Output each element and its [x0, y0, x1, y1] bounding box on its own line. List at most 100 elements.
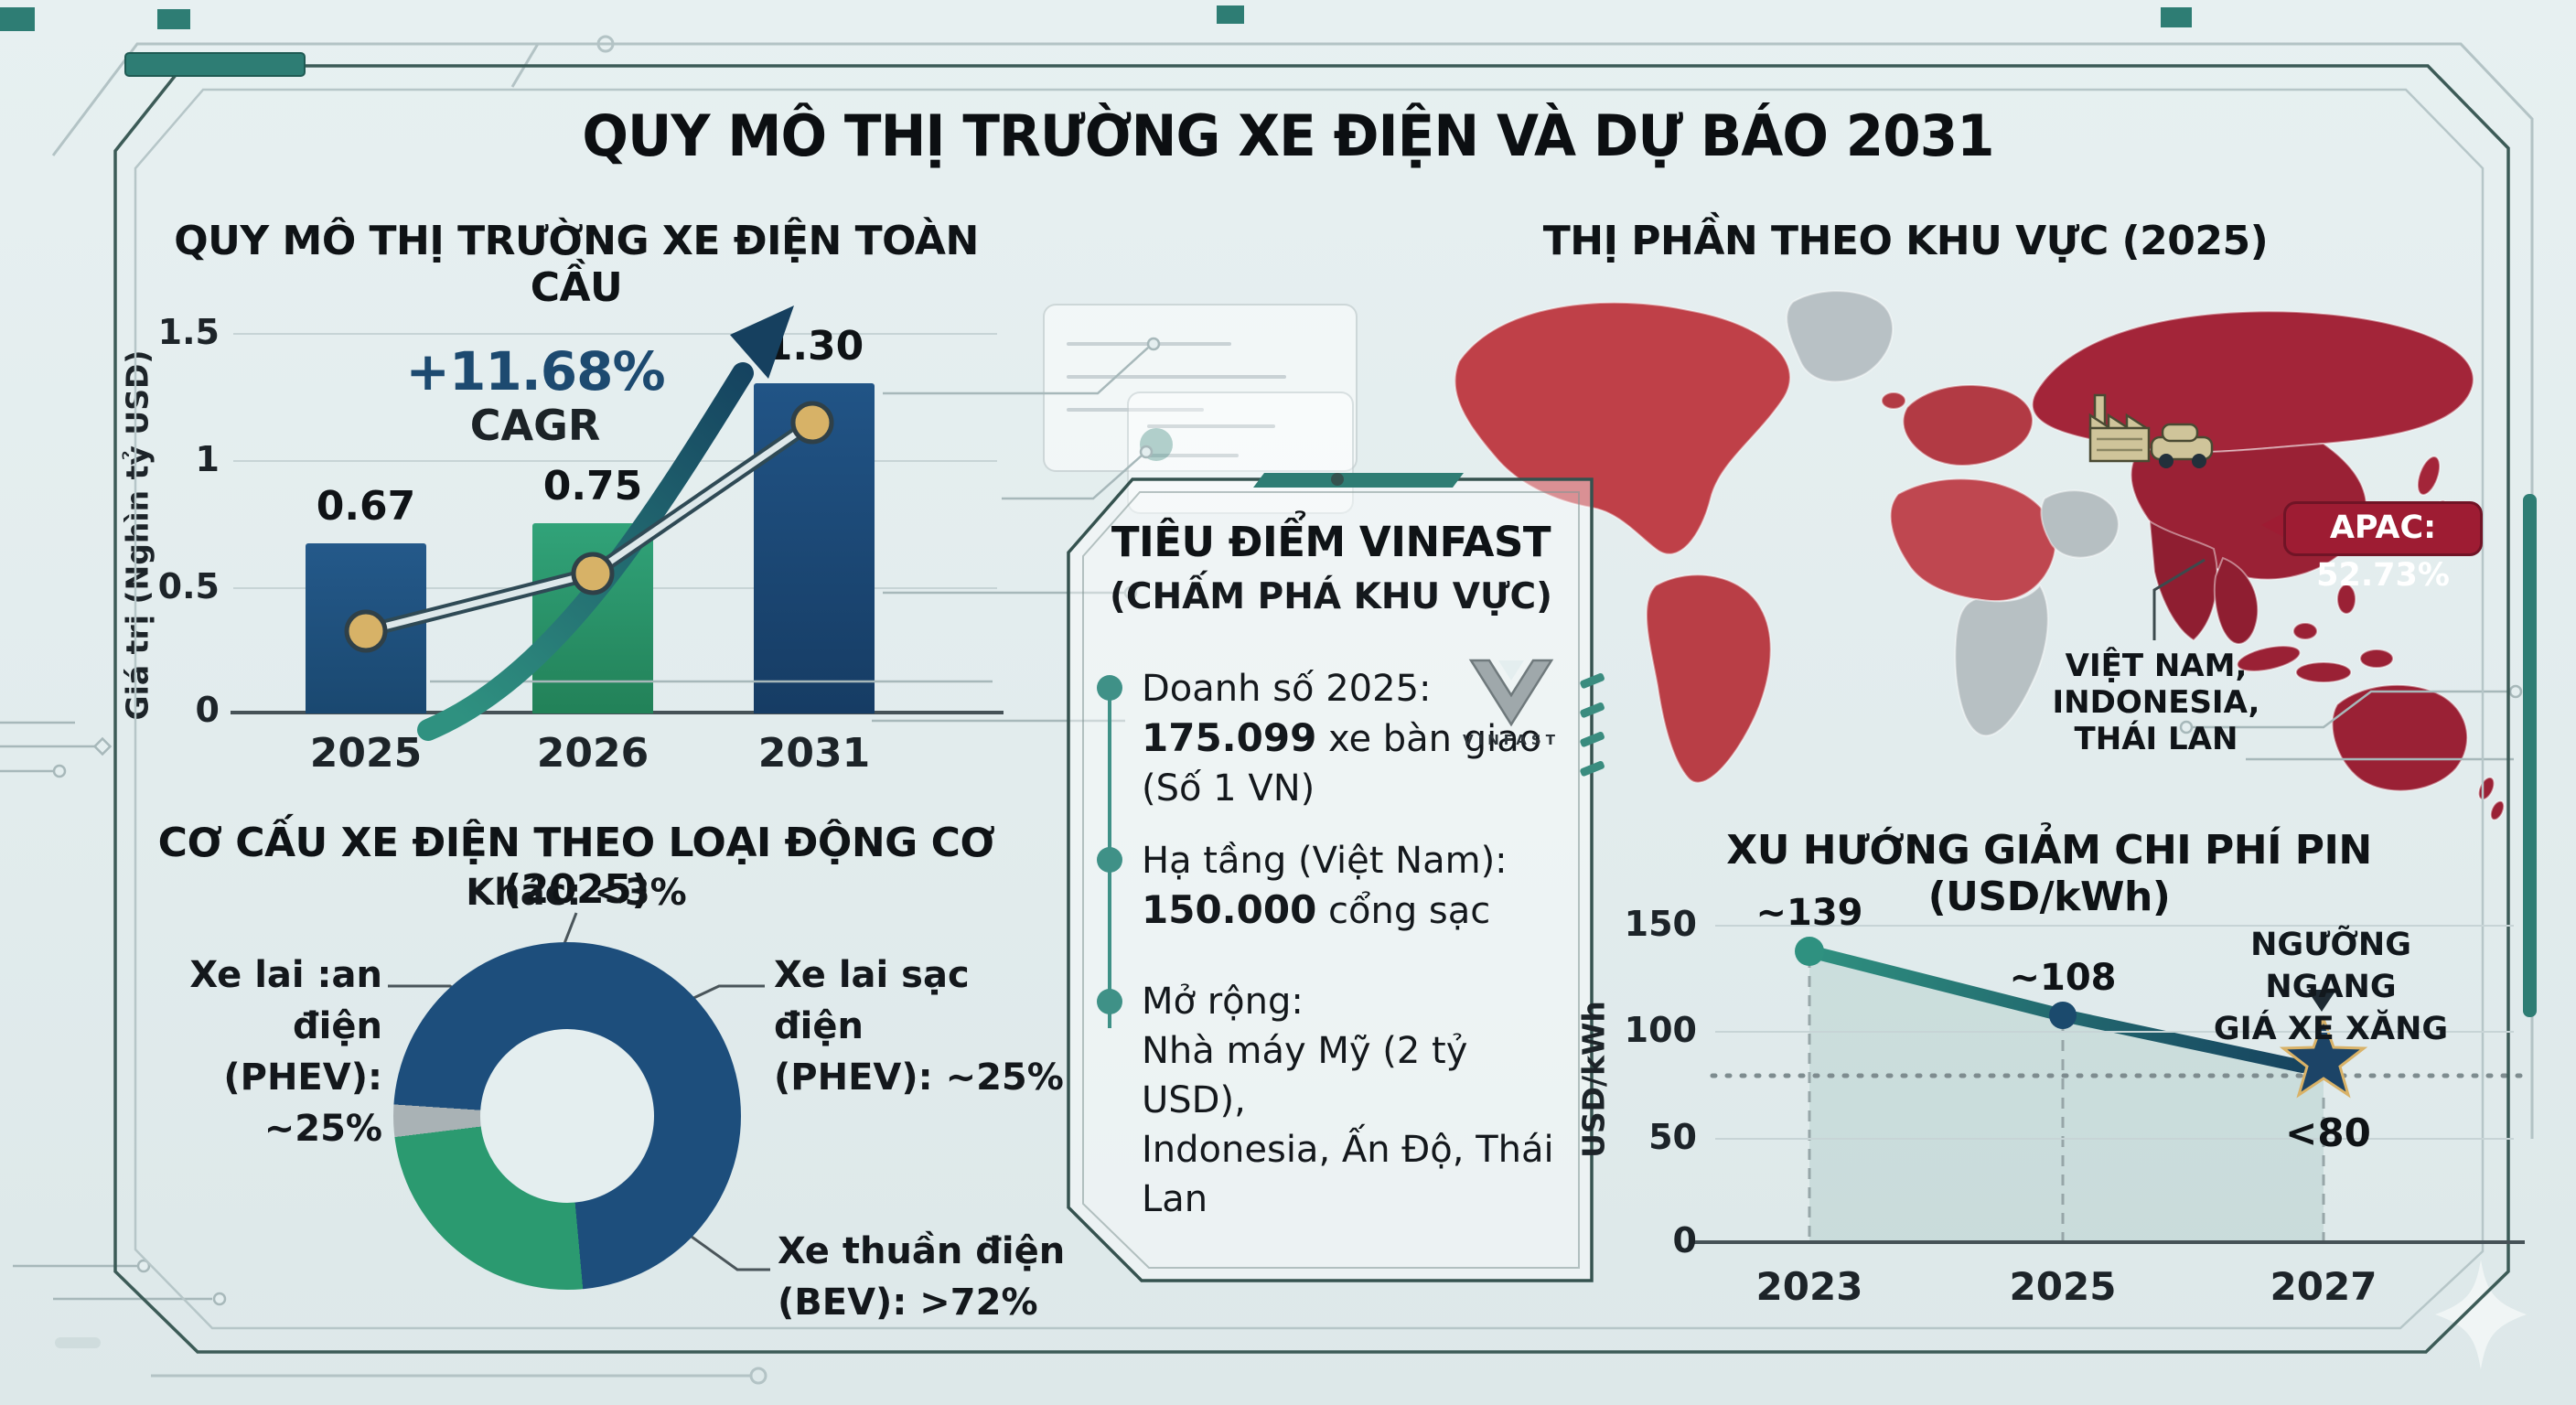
map-europe	[1902, 384, 2034, 467]
page-title: QUY MÔ THỊ TRƯỜNG XE ĐIỆN VÀ DỰ BÁO 2031	[582, 102, 1994, 169]
annotation-arrow-icon	[2307, 990, 2336, 1012]
battery-x-2023: 2023	[1755, 1264, 1863, 1309]
vinfast-bullet-2: Hạ tầng (Việt Nam): 150.000 cổng sạc	[1142, 836, 1581, 936]
map-africa-south	[1954, 584, 2049, 737]
map-se-asia	[2213, 556, 2259, 645]
donut-left-pre: (PHEV):	[223, 1056, 382, 1099]
bar-ytick-0-5: 0.5	[157, 566, 220, 606]
donut-label-right: Xe lai sạc điện (PHEV): ~25%	[774, 949, 1067, 1103]
sea-line-2: INDONESIA,	[2052, 684, 2260, 721]
donut-left-line-1: Xe lai :an điện	[189, 954, 382, 1047]
growth-arrow-icon	[417, 306, 794, 741]
bullet-3-line-1: Mở rộng:	[1142, 981, 1304, 1023]
cagr-label: CAGR	[469, 401, 601, 450]
donut-label-other: Khác: <3%	[421, 867, 732, 918]
battery-grid-50	[1715, 1138, 2514, 1140]
map-new-guinea	[2359, 649, 2394, 669]
donut-chart-title: CƠ CẤU XE ĐIỆN THEO LOẠI ĐỘNG CƠ (2025)	[157, 820, 995, 913]
donut-label-bev: Xe thuần điện (BEV): >72%	[778, 1226, 1070, 1328]
donut-bev-val: >72%	[919, 1282, 1038, 1324]
factory-car-icon	[2088, 393, 2214, 468]
map-title: THỊ PHẦN THEO KHU VỰC (2025)	[1542, 218, 2269, 264]
trend-marker-2031	[790, 401, 834, 445]
bar-value-2025: 0.67	[316, 483, 416, 530]
bullet-2-line-1: Hạ tầng (Việt Nam):	[1142, 840, 1508, 882]
bullet-dot-2	[1097, 847, 1122, 873]
bullet-3-line-3: Indonesia, Ấn Độ, Thái Lan	[1142, 1129, 1554, 1220]
bar-cat-2025: 2025	[309, 730, 423, 777]
parity-annotation-line-1: NGƯỠNG NGANG	[2250, 927, 2411, 1005]
star-marker-icon	[2279, 1014, 2368, 1099]
donut-hole	[480, 1029, 654, 1203]
sea-countries-label: VIỆT NAM, INDONESIA, THÁI LAN	[2033, 648, 2280, 757]
map-india	[2148, 520, 2218, 642]
battery-label-139: ~139	[1755, 892, 1863, 934]
sea-leader-line	[2152, 558, 2206, 640]
outer-frame	[0, 5, 2537, 1385]
parity-annotation: NGƯỠNG NGANG GIÁ XE XĂNG	[2180, 924, 2482, 1050]
bar-cat-2026: 2026	[536, 730, 649, 777]
parity-annotation-line-2: GIÁ XE XĂNG	[2213, 1011, 2449, 1047]
ghost-panel	[1127, 391, 1354, 514]
vinfast-panel-frame	[1067, 473, 1605, 1282]
map-philippines	[2336, 584, 2356, 615]
donut-right-line-1: Xe lai sạc điện	[774, 954, 970, 1047]
map-middle-east	[2040, 489, 2120, 559]
battery-x-2025: 2025	[2009, 1264, 2117, 1309]
bullet-1-line-1: Doanh số 2025:	[1142, 668, 1432, 710]
battery-ytick-100: 100	[1624, 1010, 1697, 1050]
apac-pill-tail	[2261, 512, 2285, 538]
map-north-america	[1454, 301, 1791, 555]
bullet-3-line-2: Nhà máy Mỹ (2 tỷ USD),	[1142, 1030, 1468, 1121]
battery-point-2023	[1795, 937, 1824, 966]
donut-bev-line-1: Xe thuần điện	[778, 1230, 1066, 1272]
battery-point-2025	[2049, 1002, 2077, 1029]
sparkle-icon	[2435, 1260, 2527, 1369]
bullet-2-rest: cổng sạc	[1316, 890, 1491, 932]
map-uk	[1881, 391, 1906, 410]
bar-trend-line	[344, 401, 834, 653]
battery-ytick-50: 50	[1648, 1117, 1697, 1157]
map-japan	[2416, 456, 2442, 496]
battery-x-2027: 2027	[2270, 1264, 2377, 1309]
world-map	[1454, 290, 2506, 821]
vinfast-title: TIÊU ĐIỂM VINFAST	[1111, 518, 1551, 566]
donut-chart	[393, 942, 741, 1290]
map-australia	[2331, 683, 2468, 792]
battery-y-axis-label: USD/kWh	[1575, 1001, 1612, 1158]
map-indonesia-2	[2295, 661, 2352, 683]
bar-cat-2031: 2031	[757, 730, 871, 777]
bar-chart-title: QUY MÔ THỊ TRƯỜNG XE ĐIỆN TOÀN CẦU	[174, 218, 979, 311]
battery-x-axis	[1692, 1240, 2525, 1244]
bullet-1-line-3: (Số 1 VN)	[1142, 767, 1315, 810]
battery-ytick-0: 0	[1672, 1220, 1697, 1260]
gridline-1-5	[233, 333, 997, 335]
apac-callout-badge: APAC: 52.73%	[2283, 501, 2483, 594]
vinfast-bullet-3: Mở rộng: Nhà máy Mỹ (2 tỷ USD), Indonesi…	[1142, 977, 1581, 1224]
map-indonesia	[2236, 645, 2302, 672]
bullet-1-rest: xe bàn giao	[1316, 718, 1542, 760]
trend-marker-2026	[571, 552, 615, 595]
sea-line-1: VIỆT NAM,	[2065, 648, 2248, 684]
cagr-value: +11.68%	[405, 340, 665, 402]
donut-bev-pre: (BEV):	[778, 1282, 920, 1324]
donut-left-val: ~25%	[263, 1108, 382, 1150]
map-greenland	[1786, 290, 1894, 383]
trend-marker-2025	[344, 609, 388, 653]
bullet-dot-3	[1097, 989, 1122, 1014]
map-south-america	[1646, 574, 1772, 784]
map-new-zealand	[2477, 776, 2496, 801]
bullet-dot-1	[1097, 675, 1122, 701]
battery-grid-100	[1715, 1031, 2514, 1033]
battery-label-80: <80	[2285, 1110, 2371, 1155]
bullet-2-strong: 150.000	[1142, 887, 1317, 932]
vinfast-bullet-1: Doanh số 2025: 175.099 xe bàn giao (Số 1…	[1142, 664, 1581, 813]
map-borneo	[2292, 622, 2318, 640]
battery-chart	[1710, 937, 2524, 1242]
bar-value-2026: 0.75	[542, 463, 643, 509]
vinfast-logo-text: VINFAST	[1463, 732, 1560, 748]
donut-right-val: ~25%	[945, 1056, 1064, 1099]
bar-ytick-1: 1	[195, 439, 220, 479]
battery-label-108: ~108	[2009, 957, 2117, 999]
